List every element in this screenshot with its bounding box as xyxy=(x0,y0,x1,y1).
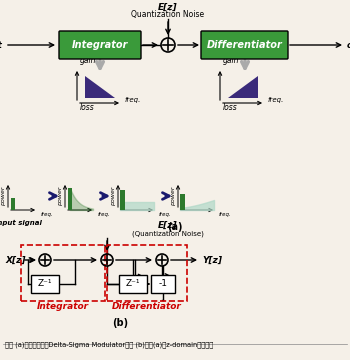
Text: loss: loss xyxy=(223,103,238,112)
Text: freq.: freq. xyxy=(268,97,284,103)
Text: -1: -1 xyxy=(159,279,168,288)
Text: Z⁻¹: Z⁻¹ xyxy=(126,279,140,288)
Text: input: input xyxy=(0,40,3,49)
FancyBboxPatch shape xyxy=(31,275,59,293)
Text: gain: gain xyxy=(80,56,97,65)
Text: Integrator: Integrator xyxy=(37,302,89,311)
Text: power: power xyxy=(111,186,116,206)
FancyBboxPatch shape xyxy=(59,31,141,59)
Text: gain: gain xyxy=(223,56,239,65)
Text: power: power xyxy=(58,186,63,206)
FancyBboxPatch shape xyxy=(201,31,288,59)
Text: Differentiator: Differentiator xyxy=(112,302,182,311)
Text: freq.: freq. xyxy=(125,97,141,103)
Text: (a): (a) xyxy=(167,222,183,232)
Text: E[z]: E[z] xyxy=(158,3,178,12)
Text: input signal: input signal xyxy=(0,220,41,226)
Text: freq.: freq. xyxy=(159,212,172,217)
Text: (Quantization Noise): (Quantization Noise) xyxy=(132,230,204,237)
Text: Integrator: Integrator xyxy=(72,40,128,50)
Text: power: power xyxy=(1,186,6,206)
Text: X[z]: X[z] xyxy=(5,256,26,265)
Polygon shape xyxy=(85,76,115,98)
Text: Y[z]: Y[z] xyxy=(202,256,222,265)
Bar xyxy=(180,194,184,210)
Text: Z⁻¹: Z⁻¹ xyxy=(38,279,52,288)
Bar xyxy=(11,198,15,210)
Text: freq.: freq. xyxy=(98,212,111,217)
Text: Quantization Noise: Quantization Noise xyxy=(132,10,204,19)
FancyBboxPatch shape xyxy=(151,275,175,293)
Text: power: power xyxy=(171,186,176,206)
Text: 圖八 (a)利用頻譜說明Delta-Sigma Modulator功用 (b)圖八(a)的z-domain等效模型: 圖八 (a)利用頻譜說明Delta-Sigma Modulator功用 (b)圖… xyxy=(5,341,213,348)
Bar xyxy=(68,188,72,210)
FancyBboxPatch shape xyxy=(119,275,147,293)
Text: output: output xyxy=(347,40,350,49)
Bar xyxy=(119,190,125,210)
Text: E[z]: E[z] xyxy=(158,221,178,230)
Polygon shape xyxy=(228,76,258,98)
Text: (b): (b) xyxy=(112,318,128,328)
Text: Differentiator: Differentiator xyxy=(206,40,282,50)
Text: freq.: freq. xyxy=(219,212,232,217)
Text: freq.: freq. xyxy=(41,212,54,217)
Text: loss: loss xyxy=(80,103,95,112)
